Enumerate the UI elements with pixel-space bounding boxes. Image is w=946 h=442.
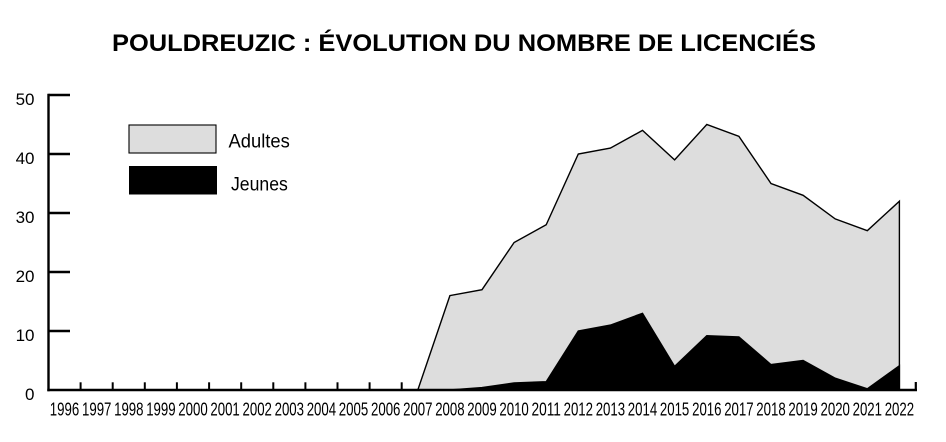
svg-text:2022: 2022	[885, 399, 914, 420]
svg-text:40: 40	[16, 149, 35, 168]
svg-text:2014: 2014	[628, 399, 657, 420]
svg-text:2018: 2018	[756, 399, 785, 420]
svg-text:2000: 2000	[178, 399, 207, 420]
svg-text:2006: 2006	[371, 399, 400, 420]
svg-text:50: 50	[16, 90, 35, 109]
svg-text:2002: 2002	[243, 399, 272, 420]
svg-text:2012: 2012	[564, 399, 593, 420]
svg-text:2005: 2005	[339, 399, 368, 420]
svg-text:2016: 2016	[692, 399, 721, 420]
svg-text:2009: 2009	[467, 399, 496, 420]
svg-text:1996: 1996	[50, 399, 79, 420]
svg-text:2017: 2017	[724, 399, 753, 420]
svg-text:2001: 2001	[210, 399, 239, 420]
svg-text:2019: 2019	[788, 399, 817, 420]
svg-text:1997: 1997	[82, 399, 111, 420]
svg-text:2013: 2013	[596, 399, 625, 420]
svg-text:2004: 2004	[307, 399, 336, 420]
svg-text:2008: 2008	[435, 399, 464, 420]
svg-text:2003: 2003	[275, 399, 304, 420]
svg-text:30: 30	[16, 208, 35, 227]
svg-text:2010: 2010	[499, 399, 528, 420]
svg-text:1998: 1998	[114, 399, 143, 420]
svg-text:0: 0	[25, 385, 34, 404]
svg-text:Adultes: Adultes	[229, 130, 291, 152]
svg-text:2020: 2020	[821, 399, 850, 420]
svg-text:2011: 2011	[532, 399, 561, 420]
svg-text:Jeunes: Jeunes	[231, 174, 288, 196]
svg-text:1999: 1999	[146, 399, 175, 420]
svg-text:20: 20	[16, 267, 35, 286]
svg-text:POULDREUZIC : ÉVOLUTION DU NOM: POULDREUZIC : ÉVOLUTION DU NOMBRE DE LIC…	[112, 29, 816, 57]
svg-text:2021: 2021	[853, 399, 882, 420]
svg-text:10: 10	[16, 326, 35, 345]
svg-text:2015: 2015	[660, 399, 689, 420]
svg-text:2007: 2007	[403, 399, 432, 420]
